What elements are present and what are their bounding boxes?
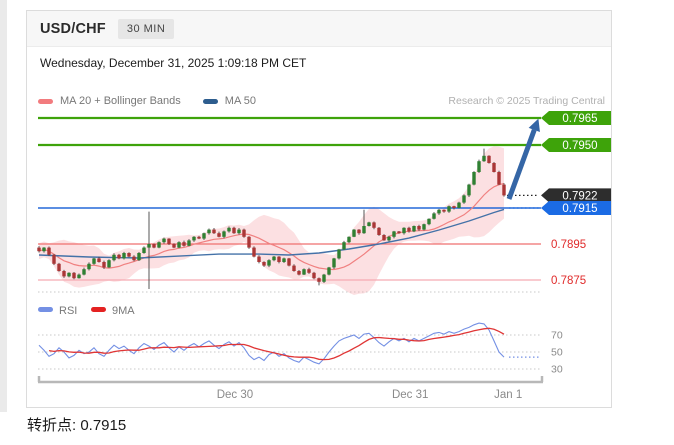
ma20-line [38,182,505,271]
svg-text:9MA: 9MA [112,305,135,317]
attribution-text: Research © 2025 Trading Central [448,95,605,107]
chart-card: USD/CHF 30 MIN Wednesday, December 31, 2… [26,10,612,408]
svg-text:0.7950: 0.7950 [562,140,597,152]
x-axis: Dec 30 Dec 31 Jan 1 [37,376,544,401]
ma20-swatch-icon [38,98,53,104]
ma50-swatch-icon [202,98,218,104]
svg-text:70: 70 [551,330,563,342]
svg-text:50: 50 [551,347,563,359]
symbol-title: USD/CHF [40,20,106,37]
svg-text:Dec 31: Dec 31 [392,389,428,401]
rsi-pane: RSI 9MA 70 50 30 [38,305,563,376]
candlesticks [37,148,506,289]
rsi-9ma-line [48,327,505,361]
projection-arrow [506,129,537,200]
svg-text:0.7895: 0.7895 [551,239,586,251]
timeframe-badge: 30 MIN [117,18,175,39]
chart-datetime: Wednesday, December 31, 2025 1:09:18 PM … [40,56,307,70]
price-levels [38,116,541,281]
legend-row: MA 20 + Bollinger Bands MA 50 Research ©… [38,93,605,109]
card-header: USD/CHF 30 MIN [27,11,611,47]
svg-text:0.7922: 0.7922 [562,190,597,202]
legend-item-ma50: MA 50 [202,95,256,107]
rsi-line [38,322,505,365]
svg-text:30: 30 [551,364,563,376]
ma20-legend-label: MA 20 + Bollinger Bands [60,95,181,107]
page-left-strip [0,0,7,412]
legend-item-ma20-bollinger: MA 20 + Bollinger Bands [38,95,181,107]
ma50-legend-label: MA 50 [224,95,256,107]
projection-arrowhead [528,118,540,132]
bollinger-band [39,146,504,295]
svg-text:0.7875: 0.7875 [551,275,586,287]
svg-text:Jan 1: Jan 1 [494,389,522,401]
svg-text:0.7915: 0.7915 [562,203,597,215]
svg-text:0.7965: 0.7965 [562,113,597,125]
pivot-point-text: 转折点: 0.7915 [27,417,127,434]
ma50-line [38,208,505,259]
svg-text:RSI: RSI [59,305,77,317]
svg-text:Dec 30: Dec 30 [217,389,253,401]
